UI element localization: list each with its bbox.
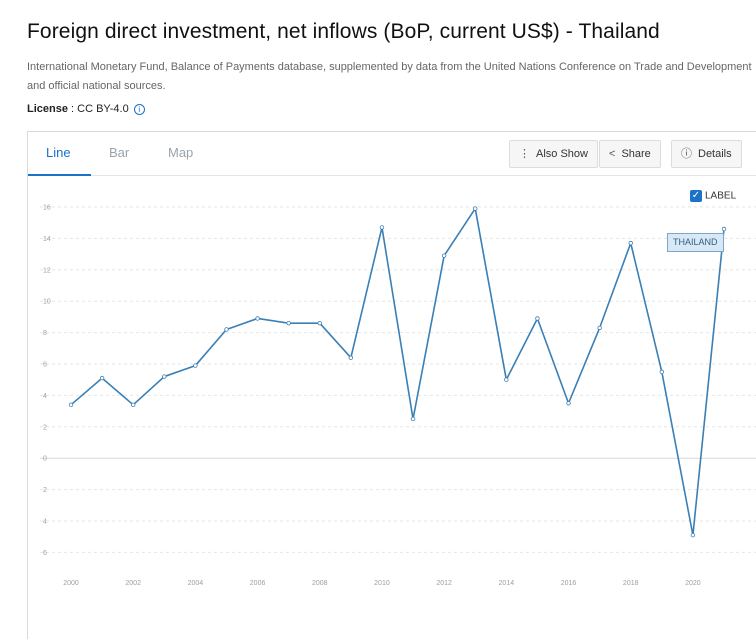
data-point [68, 402, 74, 408]
y-tick-label: 0 [43, 456, 47, 463]
details-button[interactable]: ⓘ Details [671, 140, 742, 168]
x-tick-label: 2014 [499, 580, 515, 587]
y-tick-label: 4 [43, 393, 47, 400]
license-line: License : CC BY-4.0 i [27, 103, 145, 115]
data-point [317, 320, 322, 326]
data-point [566, 401, 571, 406]
series-line [70, 207, 725, 536]
source-note: International Monetary Fund, Balance of … [27, 61, 752, 92]
data-point [193, 363, 198, 368]
x-tick-label: 2000 [63, 580, 79, 587]
data-point [535, 316, 540, 321]
data-point [379, 225, 385, 230]
also-show-button[interactable]: ⋮ Also Show [509, 140, 598, 168]
label-toggle[interactable]: ✓ LABEL [690, 190, 736, 202]
tab-map[interactable]: Map [168, 145, 194, 160]
x-tick-label: 2006 [250, 580, 266, 587]
x-tick-label: 2016 [561, 580, 577, 587]
y-tick-label: 10 [43, 299, 51, 306]
data-point [441, 253, 447, 258]
share-icon: < [609, 148, 616, 160]
data-point [348, 355, 354, 360]
y-tick-label: 4 [43, 519, 47, 526]
share-label: Share [621, 148, 651, 160]
data-point [255, 316, 260, 321]
license-value: CC BY-4.0 [77, 103, 129, 115]
y-tick-label: 6 [43, 362, 47, 369]
also-show-label: Also Show [536, 148, 588, 160]
data-point [659, 369, 665, 375]
data-point [504, 377, 509, 382]
data-point [130, 402, 136, 408]
x-tick-label: 2012 [436, 580, 452, 587]
y-tick-label: 2 [43, 487, 47, 494]
x-tick-label: 2002 [125, 580, 141, 587]
y-tick-label: 8 [43, 330, 47, 337]
x-tick-label: 2018 [623, 580, 639, 587]
data-point [597, 325, 602, 331]
info-circle-icon: ⓘ [681, 148, 692, 160]
chart-panel: Line Bar Map ⋮ Also Show < Share ⓘ Details … [27, 131, 756, 639]
more-vertical-icon: ⋮ [519, 148, 530, 160]
data-point [690, 532, 696, 538]
data-point [473, 206, 478, 211]
data-point [721, 226, 727, 232]
label-toggle-text: LABEL [705, 190, 737, 202]
x-tick-label: 2010 [374, 580, 390, 587]
license-label: License [27, 103, 68, 115]
y-tick-label: 14 [43, 236, 51, 243]
tab-line[interactable]: Line [46, 145, 71, 160]
y-tick-label: 2 [43, 424, 47, 431]
data-point [162, 374, 167, 379]
active-tab-indicator [28, 174, 91, 176]
details-label: Details [698, 148, 732, 160]
series-label-tag: THAILAND [667, 233, 724, 252]
info-icon[interactable]: i [133, 103, 145, 115]
share-button[interactable]: < Share [599, 140, 661, 168]
tab-bar[interactable]: Bar [109, 145, 130, 160]
data-point [628, 240, 633, 246]
page-title: Foreign direct investment, net inflows (… [27, 20, 660, 43]
tabs-bar: Line Bar Map ⋮ Also Show < Share ⓘ Details [28, 132, 756, 176]
x-tick-label: 2004 [188, 580, 204, 587]
y-tick-label: 12 [43, 267, 51, 274]
y-tick-label: 6 [43, 550, 47, 557]
license-separator: : [67, 103, 78, 115]
y-tick-label: 16 [43, 205, 51, 212]
data-point [286, 320, 291, 326]
data-point [410, 416, 416, 422]
data-point [224, 327, 229, 332]
checkbox-checked-icon[interactable]: ✓ [690, 190, 702, 202]
x-tick-label: 2008 [312, 580, 328, 587]
x-tick-label: 2020 [685, 580, 701, 587]
data-point [99, 375, 105, 381]
